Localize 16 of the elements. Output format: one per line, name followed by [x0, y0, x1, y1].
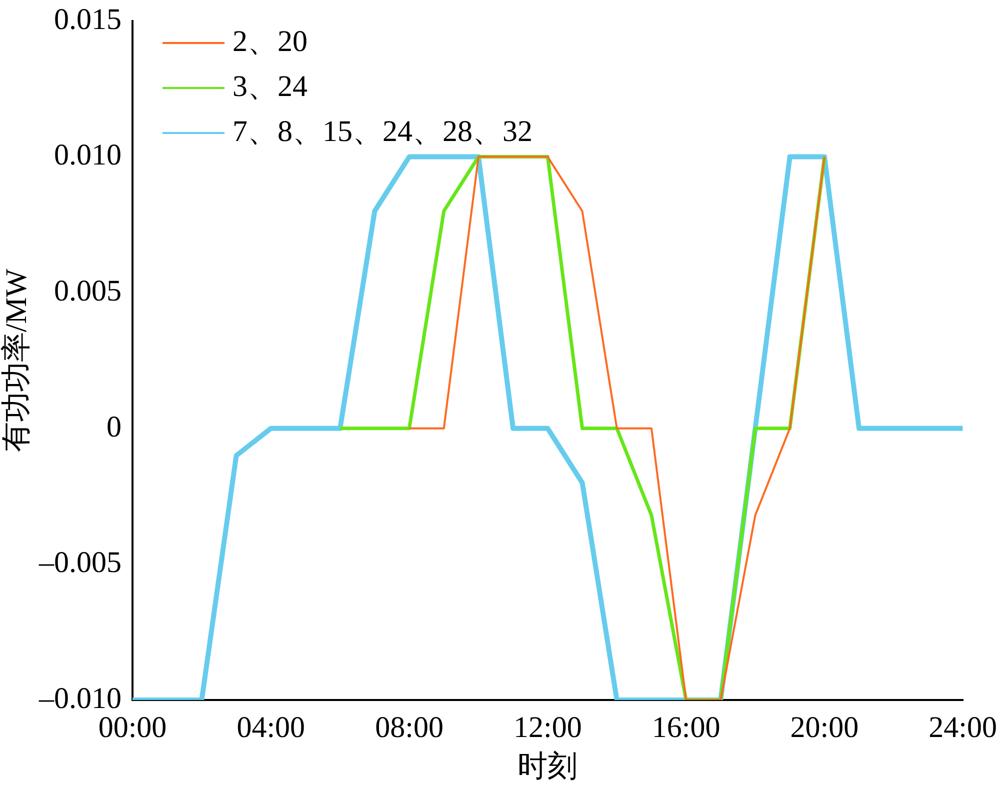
y-axis-title: 有功功率/MW [0, 268, 33, 452]
x-tick-label: 24:00 [928, 710, 998, 744]
x-tick-label: 12:00 [513, 710, 582, 744]
y-tick-label: 0.015 [54, 2, 122, 36]
x-tick-label: 20:00 [790, 710, 859, 744]
x-tick-label: 04:00 [236, 710, 306, 744]
x-tick-label: 08:00 [375, 710, 444, 744]
x-tick-label: 16:00 [652, 710, 720, 744]
x-axis-title: 时刻 [518, 750, 578, 783]
legend-label: 3、24 [232, 70, 308, 103]
legend-label: 2、20 [232, 24, 308, 58]
y-tick-label: 0.010 [54, 138, 122, 172]
legend-label: 7、8、15、24、28、32 [232, 114, 532, 148]
y-tick-label: –0.005 [38, 546, 122, 580]
y-tick-label: 0.005 [54, 274, 122, 308]
y-tick-label: 0 [106, 410, 122, 444]
